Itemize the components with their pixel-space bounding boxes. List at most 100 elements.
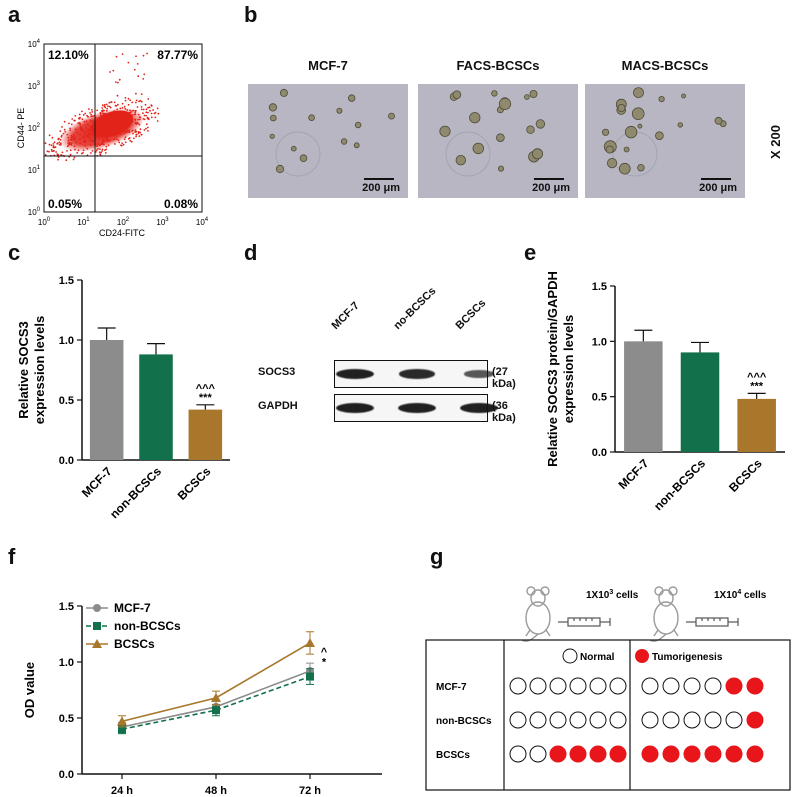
flow-event-dot <box>147 118 150 121</box>
flow-event-dot <box>73 156 76 159</box>
data-point <box>93 604 101 612</box>
flow-event-dot <box>73 119 76 122</box>
flow-event-dot <box>113 101 116 104</box>
flow-event-dot <box>127 103 130 106</box>
legend-label: BCSCs <box>114 637 155 651</box>
flow-event-dot <box>129 99 132 102</box>
y-axis-label: expression levels <box>561 315 576 423</box>
flow-event-dot <box>138 135 141 138</box>
cell-sphere <box>290 145 297 152</box>
magnification-label: X 200 <box>768 125 783 159</box>
cell-sphere <box>388 112 395 120</box>
blot-strip <box>334 360 495 388</box>
flow-event-dot <box>57 158 59 161</box>
flow-event-dot <box>105 148 107 151</box>
bar <box>680 352 720 452</box>
flow-event-dot <box>48 150 50 153</box>
flow-event-dot <box>65 159 68 162</box>
flow-event-dot <box>81 110 83 113</box>
flow-event-dot <box>51 150 53 153</box>
flow-event-dot <box>63 128 66 131</box>
flow-event-dot <box>115 81 117 83</box>
panel-label-b: b <box>244 2 258 27</box>
cell-sphere <box>605 145 614 154</box>
flow-event-dot <box>108 105 111 108</box>
flow-event-dot <box>102 109 104 112</box>
cell-sphere <box>340 138 348 145</box>
flow-event-dot <box>117 103 119 106</box>
chart-f: 0.0 0.5 1.0 1.5 24 h 48 h 72 h OD value ^* MCF-7 n… <box>22 601 382 797</box>
normal-dot <box>529 745 547 763</box>
mouse-icon <box>521 586 551 642</box>
flow-event-dot <box>110 101 113 103</box>
flow-event-dot <box>58 137 60 140</box>
flow-event-dot <box>150 116 153 119</box>
flow-x-tick-label: 104 <box>196 217 209 227</box>
flow-event-dot <box>78 113 81 116</box>
cell-sphere <box>455 154 467 166</box>
flow-event-dot <box>107 105 109 107</box>
x-tick-label: BCSCs <box>726 456 765 495</box>
flow-event-dot <box>104 152 107 154</box>
flow-event-dot <box>91 111 94 113</box>
flow-event-dot <box>84 112 87 115</box>
data-point <box>306 672 314 681</box>
normal-dot <box>704 677 722 695</box>
cell-sphere <box>526 125 535 134</box>
flow-event-dot <box>142 54 145 57</box>
panel-label-e: e <box>524 240 537 265</box>
flow-event-dot <box>150 112 153 115</box>
flow-event-dot <box>148 106 151 109</box>
flow-event-dot <box>127 97 130 100</box>
data-point <box>212 706 220 715</box>
scale-bar <box>701 178 731 180</box>
flow-event-dot <box>46 150 49 153</box>
y-axis-label: expression levels <box>32 316 47 424</box>
tumorigenesis-panel: 1X103 cells 1X104 cells Normal Tumorigen… <box>420 570 800 797</box>
flow-y-tick-label: 100 <box>28 207 41 217</box>
flow-event-dot <box>154 116 157 119</box>
y-tick-label: 0.5 <box>592 392 607 404</box>
flow-event-dot <box>108 101 111 104</box>
scale-bar <box>534 178 564 180</box>
normal-dot <box>549 677 567 695</box>
tumor-dot <box>725 677 743 695</box>
cell-sphere <box>532 148 544 160</box>
panel-label-a: a <box>8 2 21 27</box>
cell-sphere <box>607 158 618 169</box>
y-tick-label: 0.0 <box>59 455 74 467</box>
y-tick-label: 1.5 <box>59 275 74 287</box>
y-tick-label: 0.5 <box>59 395 74 407</box>
flow-event-dot <box>109 71 111 73</box>
flow-event-dot <box>48 134 51 137</box>
flow-event-dot <box>147 106 150 109</box>
flow-event-dot <box>90 152 92 154</box>
flow-event-dot <box>136 63 139 65</box>
quadrant-lr: 0.08% <box>164 197 198 211</box>
flow-event-dot <box>69 153 72 156</box>
y-tick-label: 1.0 <box>59 657 74 669</box>
flow-event-dot <box>66 150 68 152</box>
significance-label: ^ <box>321 646 328 658</box>
data-point <box>117 716 127 726</box>
tumor-dot <box>641 745 659 763</box>
flow-event-dot <box>101 150 103 152</box>
cell-sphere <box>269 114 277 122</box>
flow-event-dot <box>142 108 145 111</box>
cell-sphere <box>624 125 638 139</box>
legend-label: non-BCSCs <box>114 619 181 633</box>
y-tick-label: 1.5 <box>59 601 74 613</box>
tumor-dot <box>746 745 764 763</box>
flow-event-dot <box>68 122 70 125</box>
flow-event-dot <box>57 156 60 158</box>
flow-event-dot <box>128 137 131 139</box>
micrograph-title: FACS-BCSCs <box>456 58 540 73</box>
mouse-icon <box>649 586 679 642</box>
cell-sphere <box>336 107 343 114</box>
x-tick-label: non-BCSCs <box>107 464 164 521</box>
flow-event-dot <box>121 102 124 105</box>
micrograph-image: 200 μm <box>585 84 745 198</box>
quadrant-ur: 87.77% <box>157 48 198 62</box>
flow-event-dot <box>124 99 127 102</box>
